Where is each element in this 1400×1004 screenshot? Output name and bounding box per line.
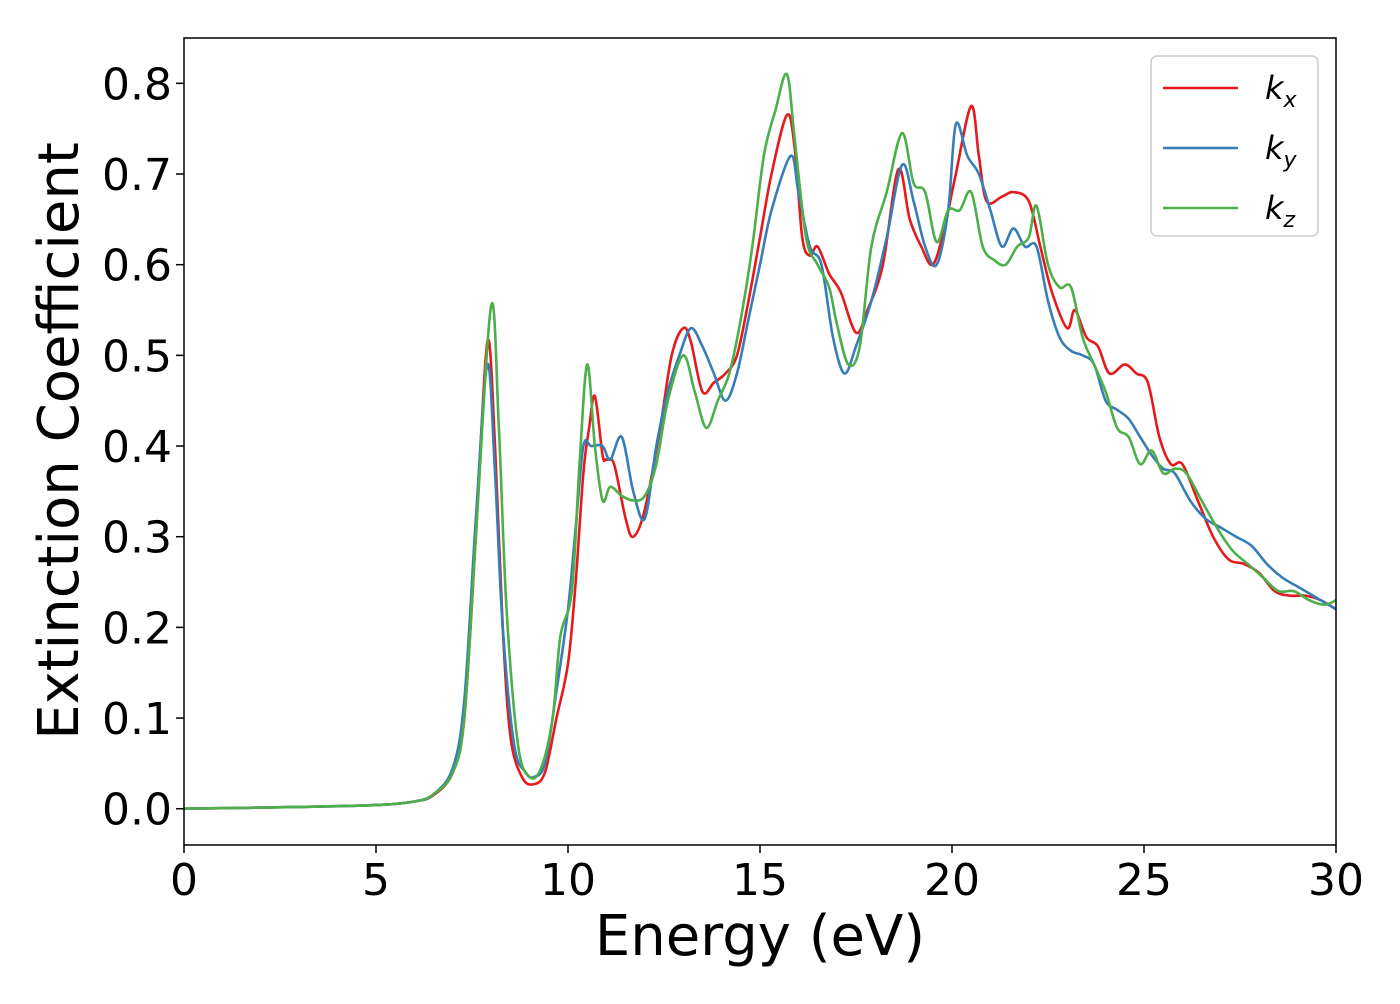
y-axis: 0.0 0.1 0.2 0.3 0.4 0.5 0.6 0.7 0.8 xyxy=(102,59,184,836)
series-line-k-z xyxy=(184,72,1336,811)
y-tick-label: 0.7 xyxy=(102,150,172,201)
x-tick-label: 25 xyxy=(1116,855,1172,906)
y-tick-label: 0.3 xyxy=(102,513,172,564)
series-lines xyxy=(184,72,1336,811)
x-tick-label: 30 xyxy=(1308,855,1364,906)
y-tick-label: 0.0 xyxy=(102,785,172,836)
series-line-k-y xyxy=(184,121,1336,811)
legend: kx ky kz xyxy=(1150,55,1319,237)
legend-box xyxy=(1150,55,1319,237)
x-tick-label: 15 xyxy=(732,855,788,906)
y-tick-label: 0.6 xyxy=(102,241,172,292)
legend-label-k-x: kx xyxy=(1265,69,1298,113)
y-tick-label: 0.1 xyxy=(102,694,172,745)
x-tick-label: 10 xyxy=(540,855,596,906)
legend-label-k-z: kz xyxy=(1265,189,1296,233)
y-tick-label: 0.5 xyxy=(102,331,172,382)
x-axis: 0 5 10 15 20 25 30 xyxy=(170,845,1364,906)
x-axis-title: Energy (eV) xyxy=(595,904,925,969)
y-axis-title: Extinction Coefficient xyxy=(27,142,92,740)
x-tick-label: 20 xyxy=(924,855,980,906)
x-tick-label: 0 xyxy=(170,855,198,906)
x-tick-label: 5 xyxy=(362,855,390,906)
y-tick-label: 0.4 xyxy=(102,422,172,473)
y-tick-label: 0.2 xyxy=(102,603,172,654)
y-tick-label: 0.8 xyxy=(102,59,172,110)
legend-label-k-y: ky xyxy=(1265,129,1298,173)
